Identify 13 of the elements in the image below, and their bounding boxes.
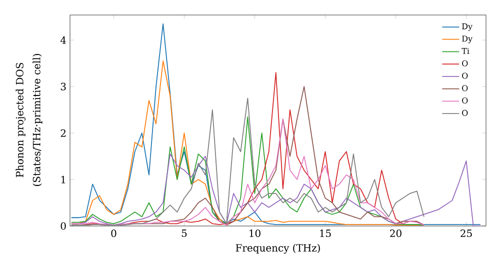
x-tick-label: 25	[460, 230, 472, 238]
y-axis-title: Phonon projected DOS (States/THz·primitive cell)	[16, 54, 42, 186]
y-tick-label: 1	[61, 176, 66, 184]
y-tick-label: 4	[60, 36, 66, 44]
x-tick-label: 20	[390, 230, 402, 238]
x-tick-label: 10	[250, 230, 260, 238]
y-tick-label: 3	[60, 82, 66, 90]
x-tick-label: 0	[111, 230, 116, 238]
x-tick-label: 5	[182, 230, 187, 237]
x-tick-label: 15	[320, 230, 331, 238]
y-tick-label: 2	[60, 129, 66, 137]
x-axis-title: Frequency (THz)	[236, 244, 320, 254]
y-tick-label: 0	[60, 222, 66, 230]
